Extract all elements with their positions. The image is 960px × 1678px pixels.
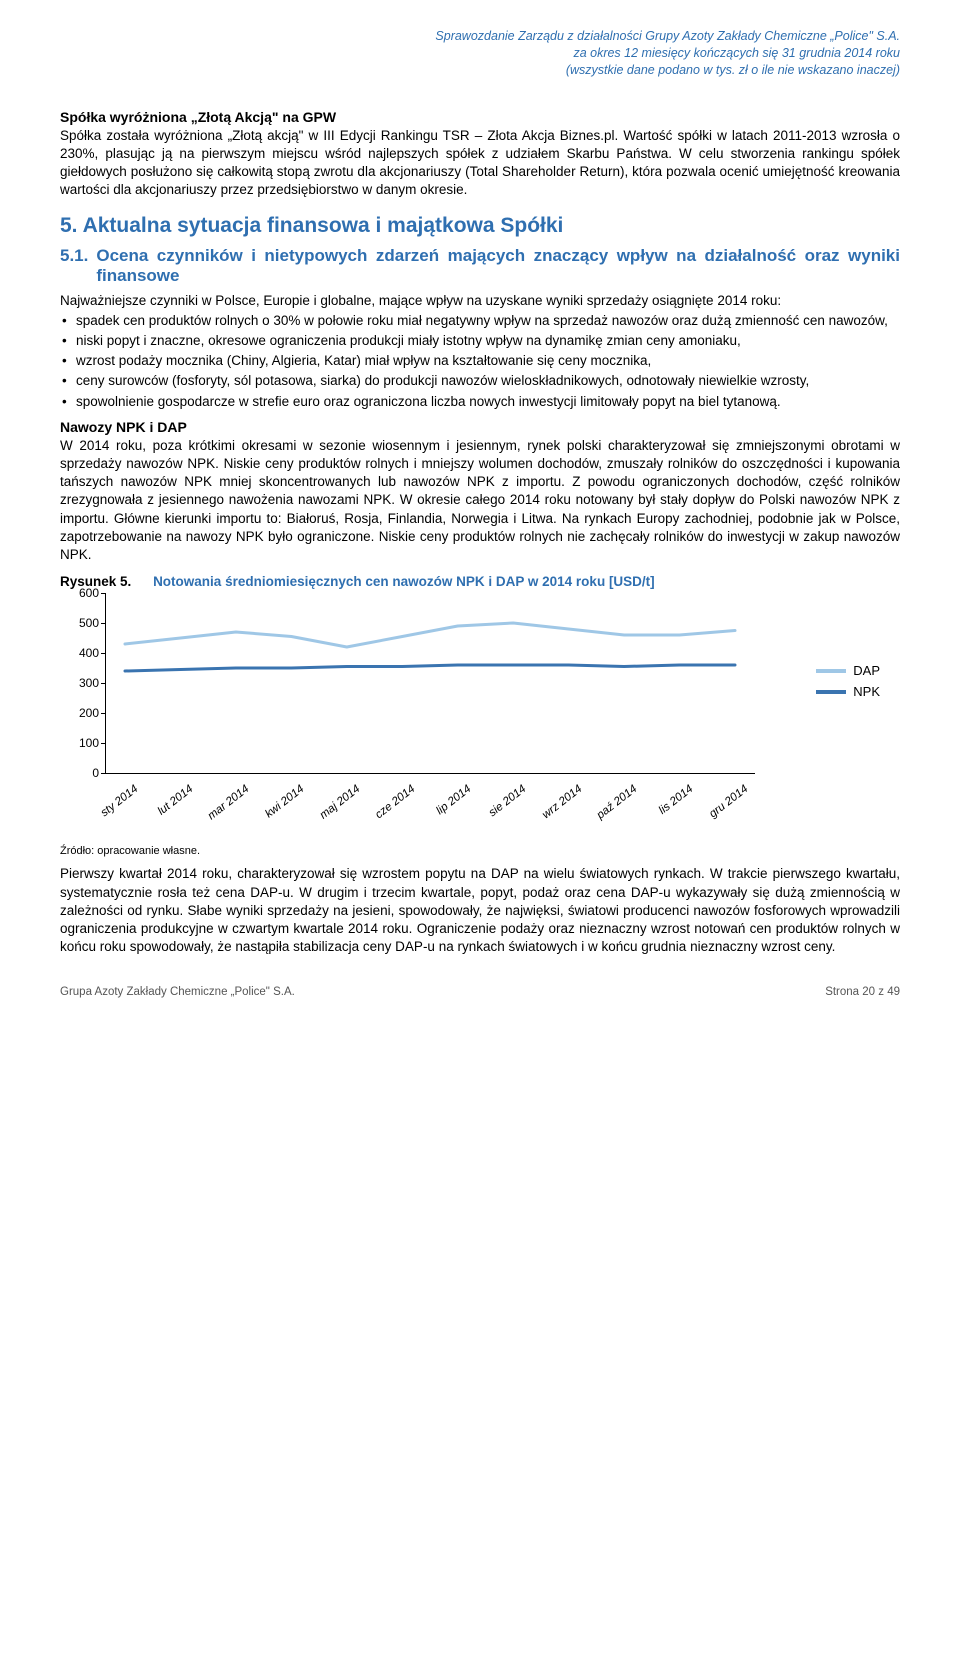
x-tick-label: lip 2014 (411, 783, 474, 836)
list-item: ceny surowców (fosforyty, sól potasowa, … (60, 372, 900, 390)
x-tick-label: lut 2014 (133, 783, 196, 836)
legend-swatch-dap (816, 669, 846, 673)
x-tick-label: sty 2014 (78, 783, 141, 836)
gpw-heading: Spółka wyróżniona „Złotą Akcją" na GPW (60, 109, 900, 125)
npk-heading: Nawozy NPK i DAP (60, 419, 900, 435)
figure-source: Źródło: opracowanie własne. (60, 845, 900, 857)
page-header: Sprawozdanie Zarządu z działalności Grup… (60, 28, 900, 79)
list-item: niski popyt i znaczne, okresowe ogranicz… (60, 332, 900, 350)
heading-5-num: 5. (60, 214, 78, 237)
heading-5: 5. Aktualna sytuacja finansowa i majątko… (60, 214, 900, 238)
chart-container: 0100200300400500600 sty 2014lut 2014mar … (60, 593, 880, 843)
y-tick-label: 200 (79, 706, 99, 720)
x-tick-label: mar 2014 (189, 783, 252, 836)
chart-plot-area (105, 593, 755, 773)
x-tick-label: lis 2014 (632, 783, 695, 836)
chart-y-axis: 0100200300400500600 (60, 593, 105, 773)
intro-5-1: Najważniejsze czynniki w Polsce, Europie… (60, 292, 900, 310)
chart-svg (105, 593, 755, 773)
npk-text: W 2014 roku, poza krótkimi okresami w se… (60, 437, 900, 565)
para-after-chart: Pierwszy kwartał 2014 roku, charakteryzo… (60, 865, 900, 956)
x-tick-label: paź 2014 (577, 783, 640, 836)
y-tick-label: 400 (79, 646, 99, 660)
footer-right: Strona 20 z 49 (825, 986, 900, 998)
x-tick-label: gru 2014 (688, 783, 751, 836)
bullet-list-5-1: spadek cen produktów rolnych o 30% w poł… (60, 312, 900, 411)
x-tick-label: wrz 2014 (521, 783, 584, 836)
header-line-2: za okres 12 miesięcy kończących się 31 g… (60, 45, 900, 62)
x-tick-label: cze 2014 (355, 783, 418, 836)
footer-left: Grupa Azoty Zakłady Chemiczne „Police" S… (60, 986, 295, 998)
page-footer: Grupa Azoty Zakłady Chemiczne „Police" S… (60, 986, 900, 998)
figure-5-title: Notowania średniomiesięcznych cen nawozó… (153, 574, 655, 589)
chart-line (125, 665, 735, 671)
y-tick-label: 600 (79, 586, 99, 600)
heading-5-1-title: Ocena czynników i nietypowych zdarzeń ma… (96, 246, 900, 286)
chart-x-labels: sty 2014lut 2014mar 2014kwi 2014maj 2014… (105, 777, 755, 832)
legend-row-npk: NPK (816, 684, 880, 699)
header-line-1: Sprawozdanie Zarządu z działalności Grup… (60, 28, 900, 45)
page: Sprawozdanie Zarządu z działalności Grup… (0, 0, 960, 1018)
legend-label-dap: DAP (853, 663, 880, 678)
x-tick-label: kwi 2014 (244, 783, 307, 836)
x-tick-label: sie 2014 (466, 783, 529, 836)
chart-line (125, 623, 735, 647)
y-tick-label: 300 (79, 676, 99, 690)
gpw-text: Spółka została wyróżniona „Złotą akcją" … (60, 127, 900, 200)
list-item: wzrost podaży mocznika (Chiny, Algieria,… (60, 352, 900, 370)
heading-5-1-num: 5.1. (60, 246, 88, 286)
chart-legend: DAP NPK (816, 663, 880, 705)
heading-5-1: 5.1. Ocena czynników i nietypowych zdarz… (60, 246, 900, 286)
legend-row-dap: DAP (816, 663, 880, 678)
heading-5-title: Aktualna sytuacja finansowa i majątkowa … (83, 214, 564, 237)
y-tick-label: 0 (92, 766, 99, 780)
header-line-3: (wszystkie dane podano w tys. zł o ile n… (60, 62, 900, 79)
list-item: spowolnienie gospodarcze w strefie euro … (60, 393, 900, 411)
legend-label-npk: NPK (853, 684, 880, 699)
legend-swatch-npk (816, 690, 846, 694)
figure-5-label: Rysunek 5. Notowania średniomiesięcznych… (60, 574, 900, 589)
axis-line-x (105, 773, 755, 774)
y-tick-label: 500 (79, 616, 99, 630)
x-tick-label: maj 2014 (300, 783, 363, 836)
list-item: spadek cen produktów rolnych o 30% w poł… (60, 312, 900, 330)
y-tick-label: 100 (79, 736, 99, 750)
